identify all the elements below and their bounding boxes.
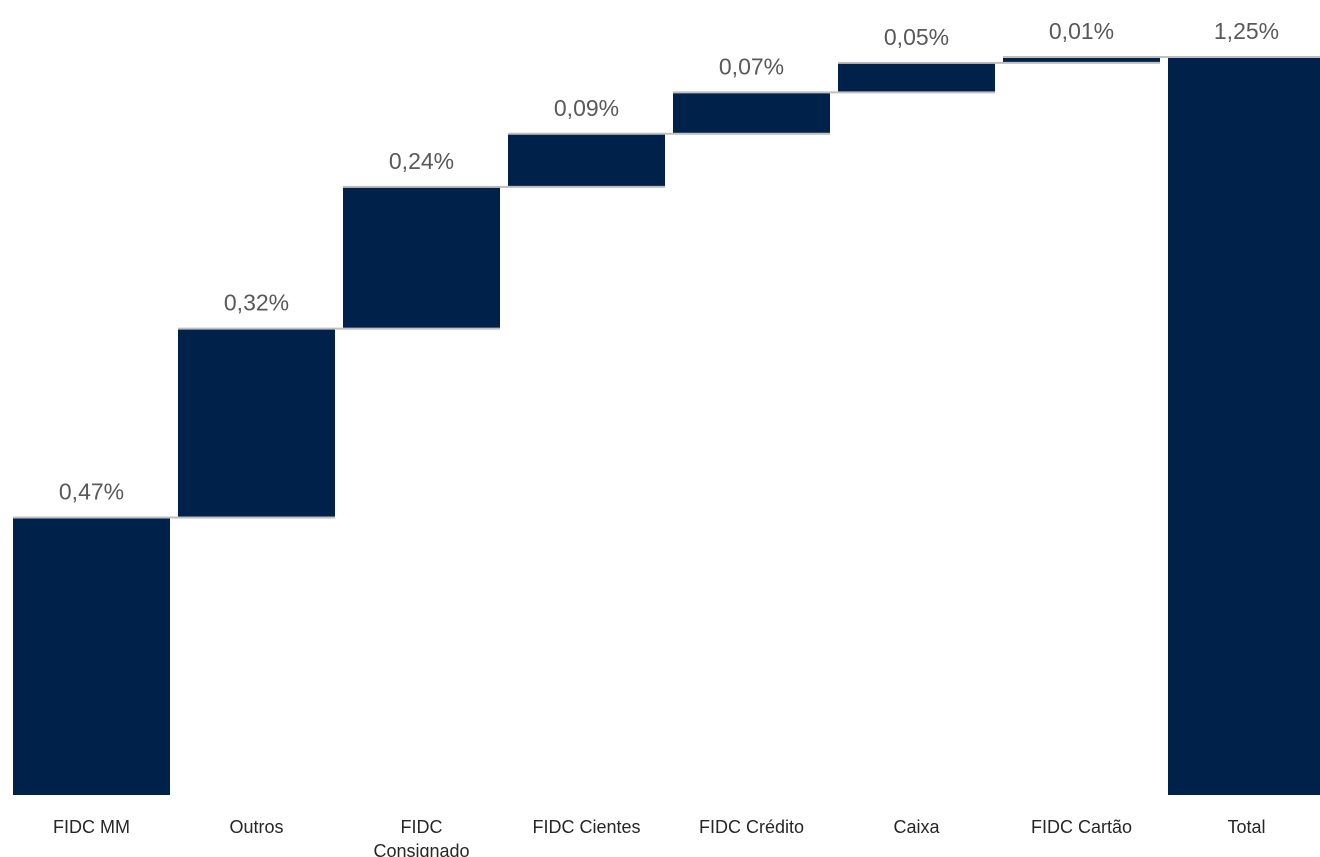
value-label: 0,09% [554, 95, 619, 121]
value-label: 1,25% [1214, 18, 1279, 44]
bar [1168, 57, 1320, 795]
x-tick-label: FIDC Cartão [1031, 817, 1132, 837]
x-tick-label: FIDC Cientes [532, 817, 640, 837]
value-label: 0,01% [1049, 18, 1114, 44]
bar [508, 133, 665, 187]
value-label: 0,07% [719, 54, 784, 80]
value-label: 0,24% [389, 148, 454, 174]
x-tick-label: FIDC Crédito [699, 817, 804, 837]
value-label: 0,47% [59, 479, 124, 505]
x-tick-label: Outros [229, 817, 283, 837]
x-tick-label: FIDC Consignado [373, 817, 469, 857]
value-label: 0,05% [884, 24, 949, 50]
bar [673, 92, 830, 134]
x-tick-label: Total [1227, 817, 1265, 837]
bar [1003, 57, 1160, 63]
bar [343, 186, 500, 329]
bar [13, 517, 170, 795]
x-tick-label: FIDC MM [53, 817, 130, 837]
bar [178, 328, 335, 518]
value-label: 0,32% [224, 290, 289, 316]
x-tick-label: Caixa [893, 817, 940, 837]
bar [838, 62, 995, 93]
